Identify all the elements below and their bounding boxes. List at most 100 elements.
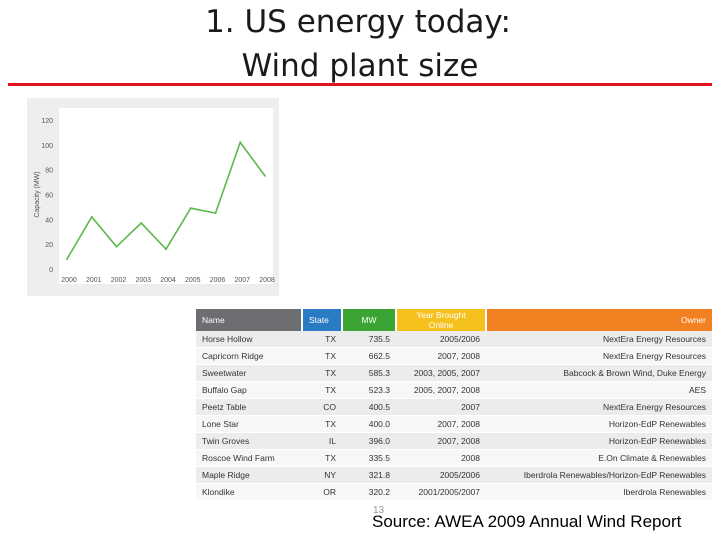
cell-owner: Horizon-EdP Renewables bbox=[486, 432, 712, 450]
x-tick-label: 2006 bbox=[210, 277, 226, 284]
wind-plants-table: Name State MW Year Brought Online Owner … bbox=[196, 309, 712, 501]
header-owner: Owner bbox=[486, 309, 712, 331]
cell-name: Twin Groves bbox=[196, 432, 302, 450]
cell-owner: Iberdrola Renewables/Horizon-EdP Renewab… bbox=[486, 466, 712, 484]
capacity-chart-svg: 0 20 40 60 80 100 120 2000 2001 2002 2003 2004 2005 2… bbox=[34, 108, 275, 284]
cell-owner: Iberdrola Renewables bbox=[486, 483, 712, 501]
cell-year: 2007, 2008 bbox=[396, 415, 486, 433]
page-number: 13 bbox=[373, 505, 385, 516]
cell-owner: NextEra Energy Resources bbox=[486, 398, 712, 416]
table-row: Sweetwater TX 585.3 2003, 2005, 2007 Babcock… bbox=[196, 364, 712, 382]
cell-year: 2001/2005/2007 bbox=[396, 483, 486, 501]
table-header-row: Name State MW Year Brought Online Owner bbox=[196, 309, 712, 331]
cell-mw: 735.5 bbox=[342, 331, 396, 348]
x-tick-label: 2007 bbox=[234, 277, 250, 284]
cell-year: 2007 bbox=[396, 398, 486, 416]
y-axis-label: Capacity (MW) bbox=[34, 171, 41, 217]
table-row: Roscoe Wind Farm TX 335.5 2008 E.On Climate … bbox=[196, 449, 712, 467]
cell-mw: 321.8 bbox=[342, 466, 396, 484]
cell-year: 2007, 2008 bbox=[396, 432, 486, 450]
header-name: Name bbox=[196, 309, 303, 331]
cell-state: TX bbox=[302, 364, 342, 382]
cell-year: 2007, 2008 bbox=[396, 347, 486, 365]
data-point bbox=[239, 141, 242, 144]
y-tick-label: 100 bbox=[41, 143, 53, 150]
slide-title-line-2: Wind plant size bbox=[241, 48, 479, 84]
header-year: Year Brought Online bbox=[396, 309, 487, 331]
table-row: Buffalo Gap TX 523.3 2005, 2007, 2008 AES bbox=[196, 381, 712, 399]
x-tick-label: 2004 bbox=[160, 277, 176, 284]
y-tick-label: 80 bbox=[45, 168, 53, 175]
cell-owner: Horizon-EdP Renewables bbox=[486, 415, 712, 433]
cell-owner: AES bbox=[486, 381, 712, 399]
data-point bbox=[214, 212, 217, 215]
cell-name: Lone Star bbox=[196, 415, 302, 433]
cell-mw: 523.3 bbox=[342, 381, 396, 399]
table-row: Lone Star TX 400.0 2007, 2008 Horizon-EdP Re… bbox=[196, 415, 712, 433]
x-tick-label: 2001 bbox=[86, 277, 102, 284]
source-note: Source: AWEA 2009 Annual Wind Report bbox=[372, 512, 682, 531]
cell-year: 2005/2006 bbox=[396, 466, 486, 484]
table-row: Klondike OR 320.2 2001/2005/2007 Iberdrola R… bbox=[196, 483, 712, 501]
data-point bbox=[90, 215, 93, 218]
cell-mw: 400.5 bbox=[342, 398, 396, 416]
wind-plants-table-container: Name State MW Year Brought Online Owner … bbox=[196, 309, 712, 501]
cell-name: Klondike bbox=[196, 483, 302, 501]
data-point bbox=[264, 174, 266, 177]
cell-year: 2005/2006 bbox=[396, 331, 486, 348]
table-row: Peetz Table CO 400.5 2007 NextEra Energy Res… bbox=[196, 398, 712, 416]
capacity-chart: 0 20 40 60 80 100 120 2000 2001 2002 2003 2004 2005 2… bbox=[27, 98, 279, 296]
cell-owner: NextEra Energy Resources bbox=[486, 347, 712, 365]
cell-state: NY bbox=[302, 466, 342, 484]
x-tick-label: 2000 bbox=[61, 277, 77, 284]
cell-state: CO bbox=[302, 398, 342, 416]
table-row: Horse Hollow TX 735.5 2005/2006 NextEra Ener… bbox=[196, 331, 712, 348]
cell-mw: 335.5 bbox=[342, 449, 396, 467]
y-tick-label: 20 bbox=[45, 242, 53, 249]
cell-year: 2008 bbox=[396, 449, 486, 467]
x-tick-label: 2002 bbox=[111, 277, 127, 284]
cell-name: Buffalo Gap bbox=[196, 381, 302, 399]
cell-mw: 396.0 bbox=[342, 432, 396, 450]
y-tick-label: 120 bbox=[41, 118, 53, 125]
cell-year: 2005, 2007, 2008 bbox=[396, 381, 486, 399]
cell-name: Peetz Table bbox=[196, 398, 302, 416]
cell-state: OR bbox=[302, 483, 342, 501]
cell-state: TX bbox=[302, 331, 342, 348]
cell-mw: 585.3 bbox=[342, 364, 396, 382]
cell-mw: 400.0 bbox=[342, 415, 396, 433]
x-tick-label: 2003 bbox=[135, 277, 151, 284]
table-row: Twin Groves IL 396.0 2007, 2008 Horizon-EdP … bbox=[196, 432, 712, 450]
cell-owner: E.On Climate & Renewables bbox=[486, 449, 712, 467]
title-underline bbox=[8, 83, 712, 86]
cell-name: Roscoe Wind Farm bbox=[196, 449, 302, 467]
data-point bbox=[115, 245, 118, 248]
cell-owner: NextEra Energy Resources bbox=[486, 331, 712, 348]
slide-title-line-1: 1. US energy today: bbox=[205, 4, 511, 40]
cell-name: Sweetwater bbox=[196, 364, 302, 382]
cell-mw: 662.5 bbox=[342, 347, 396, 365]
cell-state: TX bbox=[302, 415, 342, 433]
x-tick-label: 2005 bbox=[185, 277, 201, 284]
y-tick-label: 40 bbox=[45, 217, 53, 224]
y-tick-label: 60 bbox=[45, 193, 53, 200]
cell-name: Maple Ridge bbox=[196, 466, 302, 484]
data-point bbox=[66, 258, 68, 260]
cell-state: IL bbox=[302, 432, 342, 450]
cell-state: TX bbox=[302, 381, 342, 399]
data-point bbox=[140, 222, 143, 224]
cell-owner: Babcock & Brown Wind, Duke Energy bbox=[486, 364, 712, 382]
data-point bbox=[189, 207, 192, 210]
table-body: Horse Hollow TX 735.5 2005/2006 NextEra Ener… bbox=[196, 331, 712, 501]
y-tick-label: 0 bbox=[49, 267, 53, 274]
cell-name: Capricorn Ridge bbox=[196, 347, 302, 365]
cell-state: TX bbox=[302, 449, 342, 467]
cell-year: 2003, 2005, 2007 bbox=[396, 364, 486, 382]
x-tick-label: 2008 bbox=[259, 277, 275, 284]
table-row: Maple Ridge NY 321.8 2005/2006 Iberdrola Ren… bbox=[196, 466, 712, 484]
header-mw: MW bbox=[342, 309, 397, 331]
cell-name: Horse Hollow bbox=[196, 331, 302, 348]
header-state: State bbox=[302, 309, 343, 331]
table-row: Capricorn Ridge TX 662.5 2007, 2008 NextEra … bbox=[196, 347, 712, 365]
cell-state: TX bbox=[302, 347, 342, 365]
